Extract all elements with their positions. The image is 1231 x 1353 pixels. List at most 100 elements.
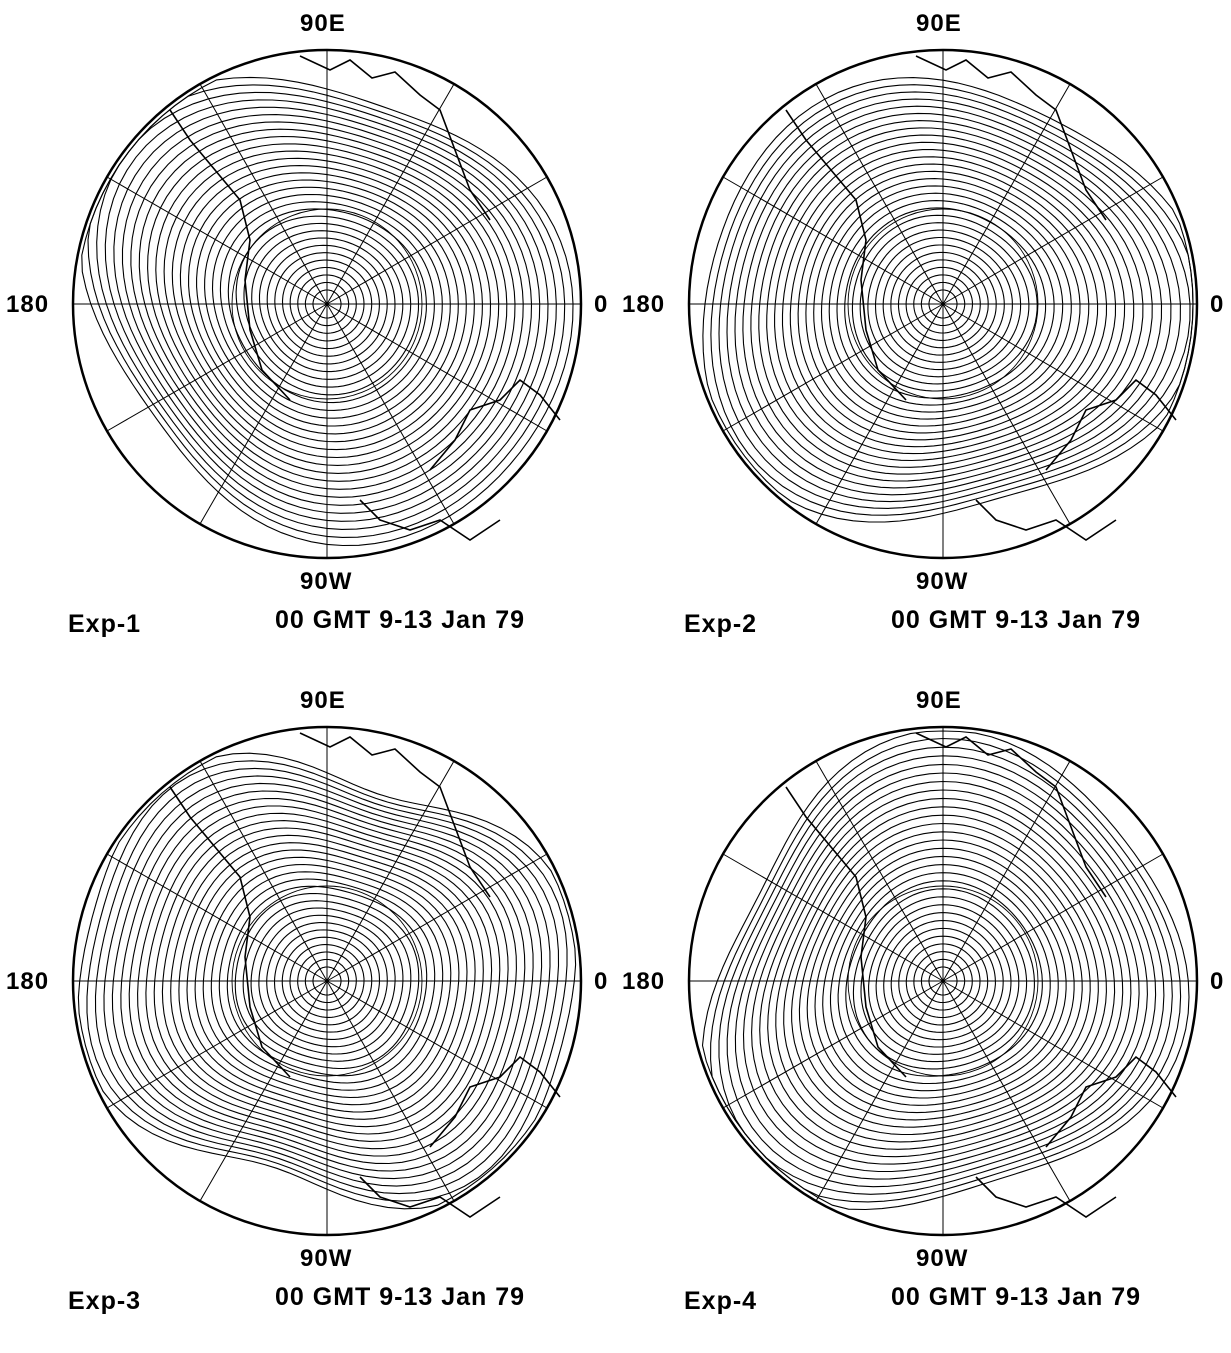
time-label: 00 GMT 9-13 Jan 79	[891, 1283, 1142, 1311]
map-panel-exp-2: 90E 90W 180 0 Exp-2 00 GMT 9-13 Jan 79	[616, 0, 1231, 676]
polar-map	[71, 725, 583, 1237]
time-label: 00 GMT 9-13 Jan 79	[891, 606, 1142, 634]
contour-line	[882, 244, 1005, 363]
contour-line	[742, 112, 1163, 489]
meridian-line	[942, 980, 1164, 1109]
time-label: 00 GMT 9-13 Jan 79	[275, 1283, 526, 1311]
contour-line	[844, 207, 1047, 399]
contour-line	[226, 885, 428, 1077]
contour-line	[87, 84, 566, 538]
coastline-segment	[299, 55, 491, 221]
contour-line	[243, 222, 412, 388]
contour-lines	[701, 730, 1190, 1211]
contour-line	[96, 91, 557, 530]
experiment-label: Exp-4	[684, 1287, 758, 1315]
contour-line	[751, 780, 1140, 1165]
contour-line	[210, 871, 444, 1091]
contour-line	[120, 790, 534, 1172]
coastline-segment	[429, 378, 561, 471]
contour-line	[913, 951, 973, 1011]
label-0: 0	[594, 291, 609, 318]
contour-line	[188, 172, 467, 443]
contour-line	[726, 98, 1181, 503]
contour-lines	[702, 77, 1194, 523]
coastline-segment	[359, 499, 501, 541]
meridian-line	[942, 176, 1164, 305]
map-panel-exp-3: 90E 90W 180 0 Exp-3 00 GMT 9-13 Jan 79	[0, 677, 615, 1353]
contour-line	[297, 274, 357, 334]
label-0: 0	[1210, 968, 1225, 995]
contour-line	[289, 266, 365, 342]
coastline-segment	[299, 732, 491, 898]
contour-line	[178, 842, 476, 1120]
contour-line	[103, 775, 551, 1187]
contour-line	[273, 929, 381, 1033]
latitude-circle	[847, 208, 1039, 400]
contour-line	[890, 927, 996, 1033]
meridian-line	[815, 303, 944, 525]
contour-line	[86, 760, 568, 1202]
contour-line	[928, 966, 958, 996]
contour-line	[767, 797, 1124, 1150]
label-90e: 90E	[300, 687, 346, 714]
coastline-segment	[1045, 1055, 1177, 1148]
contour-line	[137, 805, 517, 1157]
contour-line	[845, 880, 1043, 1077]
label-180: 180	[622, 968, 666, 995]
contour-line	[797, 163, 1099, 441]
label-90w: 90W	[916, 1245, 969, 1272]
contour-line	[774, 141, 1126, 462]
contour-line	[781, 149, 1117, 455]
coastline-segment	[785, 786, 907, 1078]
coastline	[169, 732, 561, 1218]
contour-line	[145, 812, 509, 1150]
label-0: 0	[1210, 291, 1225, 318]
contour-line	[837, 872, 1051, 1085]
contour-line	[718, 91, 1191, 509]
contour-line	[113, 106, 541, 514]
coastline	[169, 55, 561, 541]
label-180: 180	[622, 291, 666, 318]
contour-line	[829, 864, 1059, 1092]
label-90e: 90E	[300, 10, 346, 37]
contour-line	[204, 186, 451, 427]
contour-line	[726, 755, 1165, 1188]
contour-line	[710, 737, 1182, 1203]
experiment-label: Exp-2	[684, 610, 758, 638]
map-panel-exp-1: 90E 90W 180 0 Exp-1 00 GMT 9-13 Jan 79	[0, 0, 615, 676]
contour-line	[759, 789, 1132, 1158]
contour-line	[163, 150, 492, 466]
contour-line	[128, 797, 526, 1165]
contour-line	[274, 252, 380, 357]
coastline-segment	[915, 732, 1107, 898]
contour-line	[897, 259, 989, 349]
meridian-line	[326, 760, 455, 982]
contour-line	[789, 156, 1108, 448]
label-90w: 90W	[300, 568, 353, 595]
contour-line	[219, 201, 435, 411]
coastline-segment	[359, 1176, 501, 1218]
contour-line	[94, 767, 560, 1195]
contour-line	[194, 856, 460, 1106]
meridian-line	[326, 980, 548, 1109]
meridian-line	[722, 176, 944, 305]
contour-line	[890, 251, 997, 356]
contour-line	[805, 170, 1090, 434]
contour-line	[155, 143, 500, 474]
meridian-line	[815, 83, 944, 305]
meridian-line	[942, 980, 1071, 1202]
meridian-line	[106, 176, 328, 305]
contour-line	[196, 179, 459, 435]
meridian-line	[942, 760, 1071, 982]
contour-line	[153, 820, 501, 1142]
meridian-line	[199, 83, 328, 305]
contour-line	[138, 128, 516, 490]
coastline-segment	[169, 786, 291, 1078]
contour-line	[211, 193, 443, 419]
contour-line	[179, 165, 475, 451]
contour-line	[852, 888, 1035, 1070]
contour-line	[121, 114, 533, 506]
contour-line	[312, 966, 342, 996]
contour-line	[783, 814, 1107, 1136]
contour-line	[913, 274, 974, 334]
